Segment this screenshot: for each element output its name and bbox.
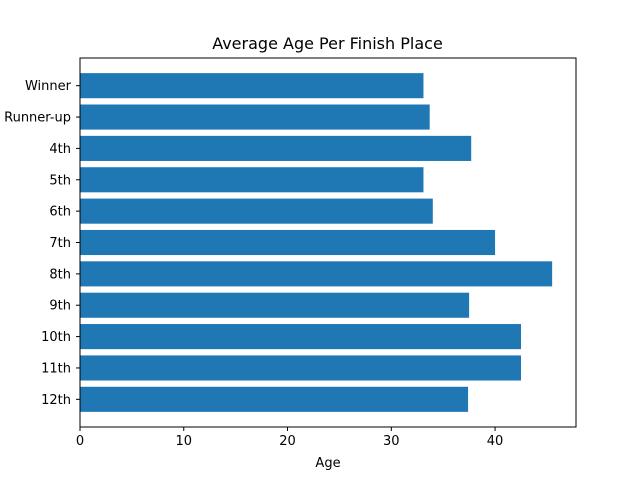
x-tick-label: 20 bbox=[279, 434, 296, 449]
x-tick-label: 10 bbox=[175, 434, 192, 449]
x-axis-label: Age bbox=[315, 456, 340, 471]
x-axis-ticks: 0 10 20 30 40 bbox=[76, 427, 503, 449]
x-tick-label: 30 bbox=[383, 434, 400, 449]
bar-10th bbox=[80, 324, 522, 350]
y-tick-label: Runner-up bbox=[4, 111, 71, 126]
bar-winner bbox=[80, 73, 424, 99]
bars-group bbox=[80, 73, 553, 412]
y-tick-label: 9th bbox=[49, 299, 71, 314]
bar-12th bbox=[80, 386, 469, 412]
y-tick-label: 8th bbox=[49, 267, 71, 282]
x-tick-label: 0 bbox=[76, 434, 84, 449]
y-tick-label: 10th bbox=[41, 330, 71, 345]
bar-6th bbox=[80, 198, 433, 224]
y-axis-ticks: Winner Runner-up 4th 5th 6th 7th 8th 9th 10th 11t… bbox=[4, 79, 80, 408]
bar-11th bbox=[80, 355, 522, 381]
bar-runner-up bbox=[80, 104, 430, 130]
y-tick-label: 4th bbox=[49, 142, 71, 157]
y-tick-label: 12th bbox=[41, 393, 71, 408]
y-tick-label: Winner bbox=[25, 79, 72, 94]
chart-title: Average Age Per Finish Place bbox=[212, 34, 443, 53]
bar-7th bbox=[80, 229, 496, 256]
bar-8th bbox=[80, 261, 553, 287]
y-tick-label: 5th bbox=[49, 173, 71, 188]
bar-4th bbox=[80, 135, 472, 161]
y-tick-label: 6th bbox=[49, 205, 71, 220]
axes-frame bbox=[79, 57, 577, 428]
bar-9th bbox=[80, 292, 470, 318]
x-tick-label: 40 bbox=[487, 434, 504, 449]
y-tick-label: 11th bbox=[41, 361, 71, 376]
y-tick-label: 7th bbox=[49, 236, 71, 251]
bar-5th bbox=[80, 167, 424, 193]
